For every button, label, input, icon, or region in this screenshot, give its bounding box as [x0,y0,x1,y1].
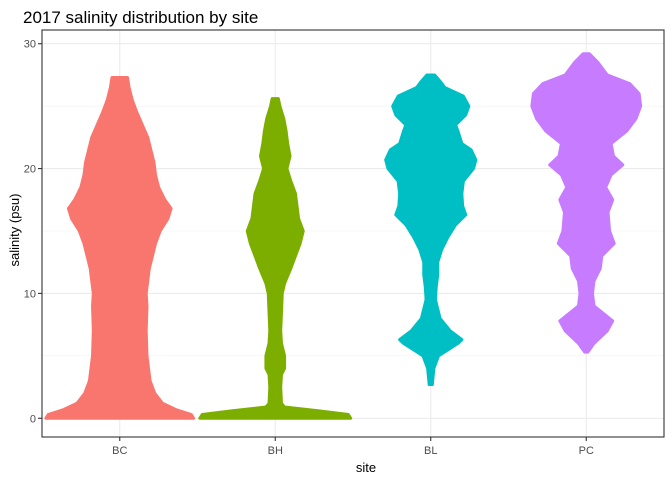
y-tick-label: 0 [30,413,36,425]
x-tick-label: PC [579,445,594,457]
chart-title: 2017 salinity distribution by site [23,8,258,27]
y-axis-title: salinity (psu) [7,194,22,267]
x-tick-label: BC [112,445,127,457]
plot-area: 0 10 20 30 BC BH BL PC [24,29,665,457]
y-tick-label: 30 [24,39,36,51]
y-tick-label: 10 [24,288,36,300]
y-tick-label: 20 [24,164,36,176]
violin-bc [44,75,196,420]
x-axis-title: site [356,460,376,475]
violin-pc [530,52,643,354]
violin-bl [384,73,478,387]
violin-bh [198,97,353,420]
x-tick-label: BL [424,445,437,457]
x-tick-label: BH [268,445,283,457]
panel-border [41,29,665,438]
